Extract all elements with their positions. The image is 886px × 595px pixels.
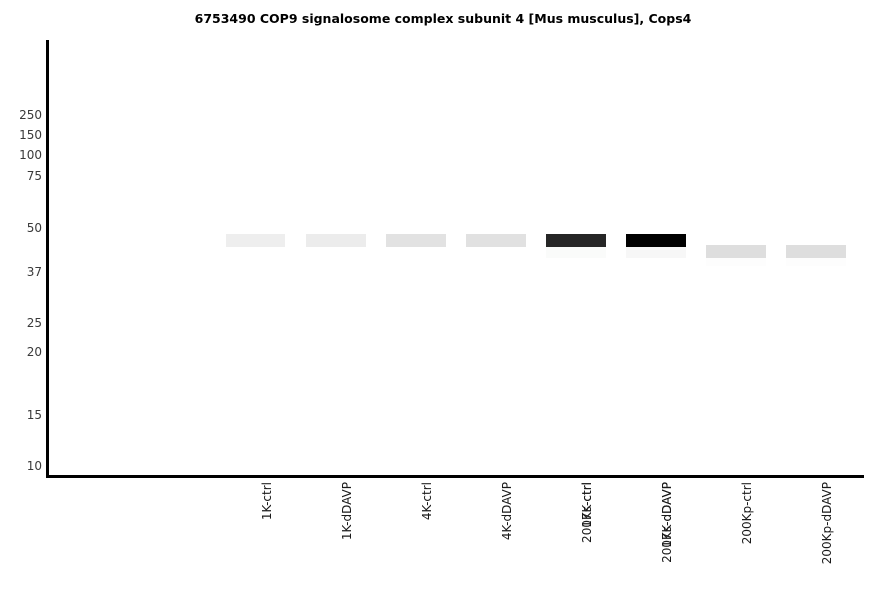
- blot-band: [786, 258, 846, 266]
- y-axis-tick-label-text: 150: [19, 128, 42, 142]
- y-axis-tick-label-text: 50: [26, 221, 42, 235]
- blot-band: [466, 234, 526, 247]
- blot-band: [226, 234, 285, 247]
- y-axis-tick-label-text: 37: [26, 265, 42, 279]
- y-axis-tick-label: 100: [0, 148, 42, 162]
- x-axis-tick-label-text: 200Ks-dDAVP: [660, 482, 674, 563]
- blot-band: [386, 234, 446, 247]
- x-axis-tick-label-text: 1K-ctrl: [259, 482, 274, 521]
- y-axis-tick-label-text: 15: [26, 408, 42, 422]
- blot-band: [306, 234, 366, 247]
- y-axis-tick-label-text: 100: [19, 148, 42, 162]
- y-axis-tick-label-text: 25: [26, 316, 42, 330]
- blot-band: [706, 258, 766, 266]
- x-axis-tick-label-text: 4K-dDAVP: [500, 482, 514, 541]
- y-axis-tick-label: 250: [0, 108, 42, 122]
- y-axis-tick-label-text: 250: [19, 108, 42, 122]
- y-axis-tick-label: 75: [0, 169, 42, 183]
- x-axis-tick-label-text: 200Kp-ctrl: [740, 482, 754, 545]
- y-axis-tick-label: 37: [0, 265, 42, 279]
- y-axis-tick-label-text: 10: [26, 459, 42, 473]
- blot-band: [626, 234, 686, 247]
- y-axis-tick-label: 50: [0, 221, 42, 235]
- y-axis-line: [46, 40, 49, 478]
- page-title: 6753490 COP9 signalosome complex subunit…: [194, 11, 692, 26]
- y-axis-tick-label: 25: [0, 316, 42, 330]
- y-axis-tick-label: 150: [0, 128, 42, 142]
- y-axis-tick-label: 15: [0, 408, 42, 422]
- blot-band: [546, 234, 606, 247]
- blot-band: [546, 247, 606, 258]
- y-axis-tick-label: 20: [0, 345, 42, 359]
- x-axis-tick-label-text: 200Ks-ctrl: [580, 482, 594, 543]
- y-axis-tick-label: 10: [0, 459, 42, 473]
- x-axis-line: [46, 475, 864, 478]
- blot-band: [626, 247, 686, 258]
- x-axis-tick-label-text: 200Kp-dDAVP: [820, 482, 834, 565]
- blot-plot-area: [49, 41, 864, 475]
- x-axis-tick-label-text: 1K-dDAVP: [340, 482, 354, 541]
- x-axis-tick-label-text: 4K-ctrl: [420, 482, 434, 521]
- blot-band: [706, 245, 766, 258]
- blot-band: [786, 245, 846, 258]
- y-axis-tick-label-text: 75: [26, 169, 42, 183]
- y-axis-tick-label-text: 20: [26, 345, 42, 359]
